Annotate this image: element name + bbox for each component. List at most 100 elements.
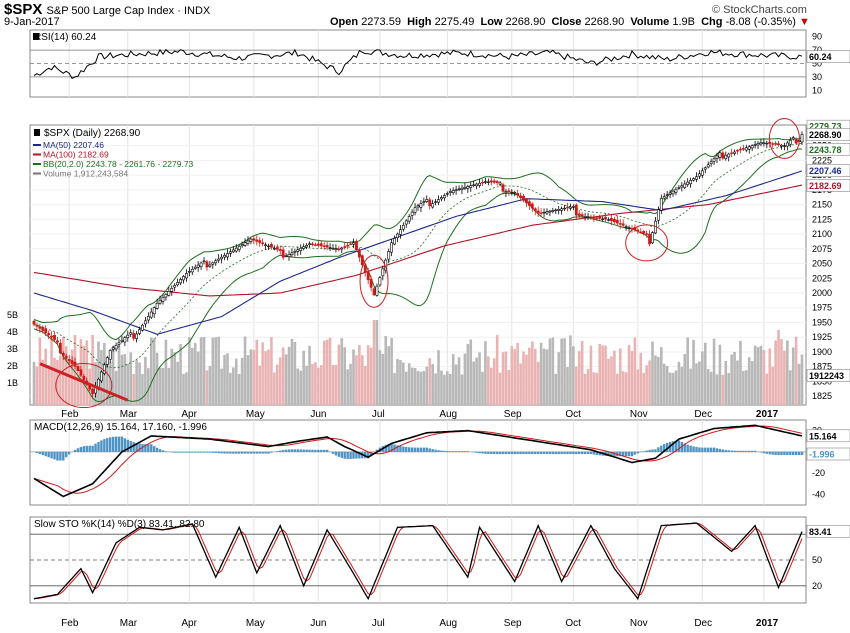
macd-histogram-bar [88,445,91,452]
macd-histogram-bar [507,451,511,455]
macd-histogram-bar [701,447,704,452]
volume-bar [662,363,666,405]
candle-body [771,143,775,145]
price-tick: 1925 [812,332,832,342]
volume-bar [574,366,578,405]
macd-histogram-bar [194,451,197,453]
macd-histogram-bar [487,451,490,454]
volume-bar [413,367,417,405]
volume-bar [613,350,616,405]
macd-histogram-bar [440,450,443,452]
macd-histogram-bar [255,451,258,454]
candle-body [281,249,285,258]
volume-bar [302,350,305,405]
symbol-title: $SPX S&P 500 Large Cap Index · INDX [4,1,211,18]
candle-body [486,181,490,183]
volume-bar [38,337,42,405]
candle-body [214,260,218,264]
macd-histogram-bar [522,451,525,455]
candle-body [343,246,347,248]
volume-bar [193,342,197,405]
price-tick: 2150 [812,200,832,210]
macd-histogram-bar [554,451,557,455]
volume-bar [387,346,390,405]
macd-histogram-bar [150,444,153,452]
volume-bar [155,352,159,405]
macd-histogram-bar [490,451,493,455]
volume-bar [141,374,144,405]
candle-body [267,245,270,248]
rsi-last-value: 60.24 [809,52,832,62]
candle-body [548,210,552,213]
volume-value-box [806,369,850,382]
candle-body [190,268,194,273]
candle-body [296,249,300,252]
volume-bar [671,372,675,405]
volume-bar [794,336,798,405]
rsi-legend-swatch [33,33,39,40]
volume-bar [255,339,259,405]
volume-bar [185,372,188,405]
candle-body [589,216,593,218]
candle-body [783,145,786,147]
macd-histogram-bar [114,436,118,452]
candle-body [627,227,631,229]
candle-body [205,261,209,268]
volume-bar [592,372,596,405]
macd-histogram-bar [648,449,651,452]
price-legend-swatch [34,129,40,136]
macd-histogram-bar [164,451,168,452]
volume-bar [577,351,581,405]
macd-histogram-bar [390,443,393,452]
candle-body [255,239,259,242]
volume-bar [747,357,751,405]
volume-bar [240,357,244,405]
candle-body [217,258,221,261]
macd-histogram-bar [463,451,467,452]
candle-body [146,316,150,321]
macd-histogram-bar [633,451,637,455]
macd-histogram-bar [686,444,689,452]
volume-bar [624,372,628,405]
volume-bar [167,368,171,405]
volume-bar [701,351,704,405]
macd-histogram-bar [199,451,203,453]
legend-entry: BB(20,2.0) 2243.78 - 2261.76 - 2279.73 [43,159,194,169]
volume-bar [234,358,238,405]
rsi-line [33,48,803,80]
macd-histogram-bar [422,447,426,452]
volume-bar [788,370,792,405]
macd-histogram-bar [742,450,745,452]
candle-body [466,186,470,189]
macd-last-value-box [806,429,850,443]
macd-histogram-bar [152,446,156,452]
rsi-title: RSI(14) 60.24 [34,32,97,43]
volume-bar [659,347,663,405]
candle-body [58,342,62,354]
macd-histogram-bar [226,451,229,454]
candle-body [187,271,191,273]
macd-histogram-bar [583,451,587,455]
volume-bar [152,338,156,405]
candle-body [756,143,760,146]
volume-bar [446,371,449,405]
candle-body [228,251,232,254]
candle-body [38,326,42,329]
candle-body [437,199,440,203]
candle-body [457,188,461,191]
candle-body [530,203,534,209]
volume-bar [531,341,534,405]
macd-histogram-bar [117,436,121,452]
volume-bar [510,346,514,405]
candle-body [545,211,549,214]
ma100-value: 2182.69 [809,181,842,191]
volume-bar [481,371,484,405]
month-label-bottom: Nov [630,618,648,629]
month-label-bottom: Feb [61,618,79,629]
macd-histogram-bar [405,446,408,452]
volume-bar [105,361,109,405]
candle-body [152,307,156,315]
volume-bar [243,336,247,405]
volume-bar [126,363,130,405]
macd-histogram-bar [654,449,657,452]
